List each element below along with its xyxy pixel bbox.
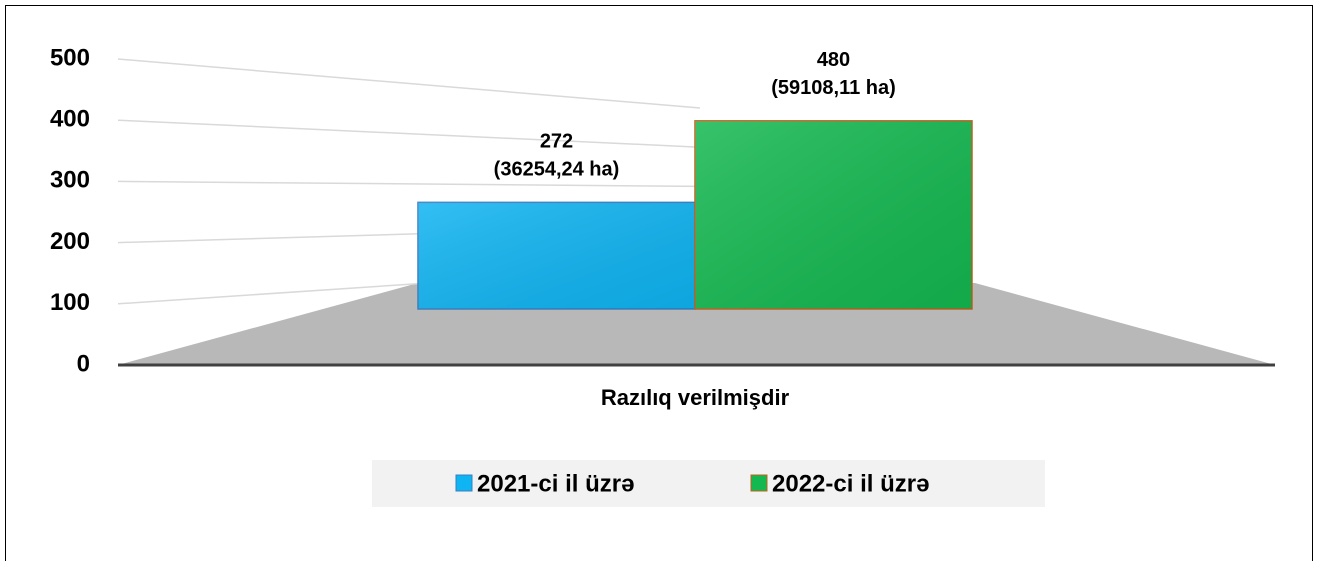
bar-shade — [695, 120, 972, 309]
legend-label: 2022-ci il üzrə — [772, 470, 929, 497]
area-label: (36254,24 ha) — [494, 159, 620, 181]
grid-line — [117, 58, 701, 109]
y-tick-label: 200 — [50, 228, 90, 255]
legend-label: 2021-ci il üzrə — [477, 470, 634, 497]
y-tick-label: 0 — [77, 350, 90, 377]
value-label: 480 — [817, 49, 850, 71]
legend-swatch — [455, 474, 473, 492]
legend-swatch — [750, 474, 768, 492]
y-tick-label: 300 — [50, 167, 90, 194]
y-tick-label: 500 — [50, 44, 90, 71]
bar-shade — [418, 202, 695, 309]
legend — [372, 460, 1045, 507]
grid-line — [117, 180, 701, 188]
y-tick-label: 400 — [50, 106, 90, 133]
floor — [118, 283, 1275, 365]
category-label: Razılıq verilmişdir — [601, 385, 790, 410]
area-label: (59108,11 ha) — [771, 77, 896, 99]
grid-line — [117, 119, 701, 148]
y-tick-label: 100 — [50, 289, 90, 316]
value-label: 272 — [540, 131, 573, 153]
